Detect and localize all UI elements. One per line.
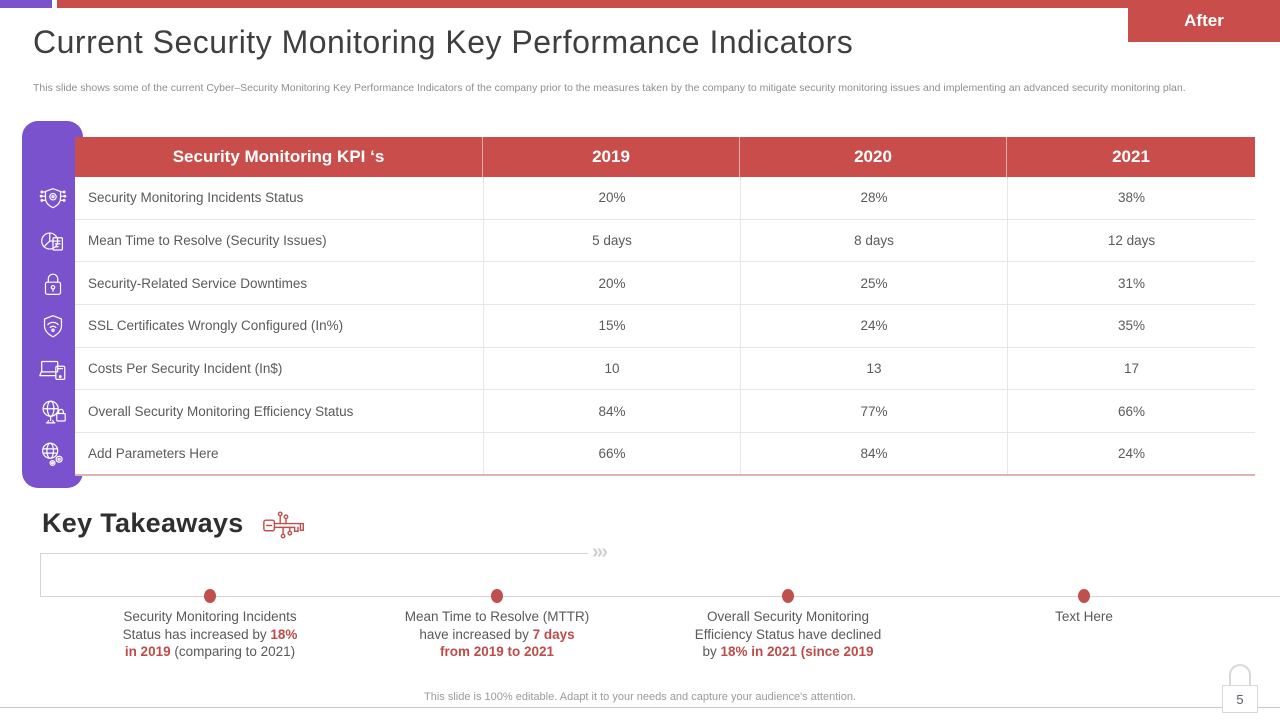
takeaway-line: by 18% in 2021 (since 2019 bbox=[702, 644, 874, 659]
kpi-name-cell: Security Monitoring Incidents Status bbox=[88, 190, 304, 206]
kpi-name-cell: Add Parameters Here bbox=[88, 445, 219, 461]
table-row: Security-Related Service Downtimes 20% 2… bbox=[75, 262, 1255, 306]
value-cell: 66% bbox=[1007, 390, 1255, 433]
page-number: 5 bbox=[1222, 685, 1258, 713]
key-circuit-icon bbox=[260, 500, 310, 555]
table-row: Security Monitoring Incidents Status 20%… bbox=[75, 177, 1255, 220]
value-cell: 77% bbox=[740, 390, 1007, 433]
table-header-kpi: Security Monitoring KPI ‘s bbox=[75, 137, 483, 177]
value-cell: 15% bbox=[483, 305, 740, 347]
kpi-name-cell: Overall Security Monitoring Efficiency S… bbox=[88, 403, 354, 419]
takeaway-line: Status has increased by 18% bbox=[122, 626, 298, 642]
table-row: Mean Time to Resolve (Security Issues) 5… bbox=[75, 219, 1255, 263]
takeaway-line: Efficiency Status have declined bbox=[694, 626, 882, 642]
heading-underline bbox=[40, 553, 588, 554]
value-cell: 84% bbox=[740, 433, 1007, 474]
after-badge: After bbox=[1128, 0, 1280, 42]
shield-wifi-icon bbox=[22, 306, 83, 349]
table-row: Overall Security Monitoring Efficiency S… bbox=[75, 390, 1255, 434]
shield-network-icon bbox=[22, 178, 83, 221]
footer-divider-line bbox=[0, 707, 1280, 708]
takeaway-item-4: Text Here bbox=[959, 608, 1209, 626]
takeaway-line: Security Monitoring Incidents bbox=[123, 609, 297, 624]
table-header-2021: 2021 bbox=[1112, 147, 1150, 166]
value-cell: 20% bbox=[483, 262, 740, 305]
padlock-icon bbox=[22, 263, 83, 306]
takeaway-line: in 2019 (comparing to 2021) bbox=[124, 644, 296, 659]
kpi-name-cell: Security-Related Service Downtimes bbox=[88, 275, 308, 291]
value-cell: 20% bbox=[483, 177, 740, 219]
takeaway-line: Overall Security Monitoring bbox=[706, 609, 870, 624]
takeaway-item-1: Security Monitoring Incidents Status has… bbox=[85, 608, 335, 661]
topbar-red-segment bbox=[57, 0, 1280, 8]
timeline-dot bbox=[782, 589, 794, 603]
takeaway-item-2: Mean Time to Resolve (MTTR) have increas… bbox=[372, 608, 622, 661]
value-cell: 8 days bbox=[740, 219, 1007, 262]
value-cell: 35% bbox=[1007, 305, 1255, 347]
value-cell: 25% bbox=[740, 262, 1007, 305]
globe-gears-icon bbox=[22, 434, 83, 477]
chevrons-icon: ››› bbox=[592, 541, 608, 563]
timeline-dot bbox=[204, 589, 216, 603]
pie-analytics-icon bbox=[22, 221, 83, 264]
key-takeaways-heading: Key Takeaways bbox=[42, 508, 244, 538]
table-row: Add Parameters Here 66% 84% 24% bbox=[75, 433, 1255, 476]
topbar-purple-segment bbox=[0, 0, 52, 8]
takeaway-line: from 2019 to 2021 bbox=[439, 644, 555, 659]
value-cell: 24% bbox=[740, 305, 1007, 347]
takeaway-line: have increased by 7 days bbox=[419, 626, 575, 642]
takeaway-line: Mean Time to Resolve (MTTR) bbox=[404, 609, 590, 624]
value-cell: 24% bbox=[1007, 433, 1255, 474]
kpi-name-cell: Mean Time to Resolve (Security Issues) bbox=[88, 233, 327, 249]
takeaway-item-3: Overall Security Monitoring Efficiency S… bbox=[663, 608, 913, 661]
value-cell: 38% bbox=[1007, 177, 1255, 219]
value-cell: 12 days bbox=[1007, 219, 1255, 262]
value-cell: 17 bbox=[1007, 347, 1255, 390]
value-cell: 66% bbox=[483, 433, 740, 474]
value-cell: 84% bbox=[483, 390, 740, 433]
page-subtitle: This slide shows some of the current Cyb… bbox=[33, 82, 1186, 94]
value-cell: 31% bbox=[1007, 262, 1255, 305]
kpi-table: Security Monitoring KPI ‘s 2019 2020 202… bbox=[75, 137, 1255, 476]
globe-lock-icon bbox=[22, 391, 83, 434]
kpi-table-header-row: Security Monitoring KPI ‘s 2019 2020 202… bbox=[75, 137, 1255, 177]
timeline-dot bbox=[491, 589, 503, 603]
page-title: Current Security Monitoring Key Performa… bbox=[33, 24, 854, 60]
page-number-lock-icon: 5 bbox=[1222, 664, 1258, 713]
footer-note: This slide is 100% editable. Adapt it to… bbox=[424, 691, 856, 703]
kpi-name-cell: Costs Per Security Incident (In$) bbox=[88, 361, 283, 377]
table-row: SSL Certificates Wrongly Configured (In%… bbox=[75, 305, 1255, 348]
value-cell: 28% bbox=[740, 177, 1007, 219]
value-cell: 10 bbox=[483, 347, 740, 390]
value-cell: 13 bbox=[740, 347, 1007, 390]
lock-shackle bbox=[1229, 664, 1251, 688]
timeline-dot bbox=[1078, 589, 1090, 603]
table-header-2020: 2020 bbox=[740, 137, 1007, 177]
timeline-connector-line bbox=[40, 553, 41, 596]
timeline-line bbox=[40, 596, 1280, 597]
table-header-2019: 2019 bbox=[483, 137, 740, 177]
value-cell: 5 days bbox=[483, 219, 740, 262]
laptop-phone-icon bbox=[22, 349, 83, 392]
takeaway-line: Text Here bbox=[1055, 609, 1113, 624]
icon-sidebar bbox=[22, 121, 83, 488]
kpi-name-cell: SSL Certificates Wrongly Configured (In%… bbox=[88, 318, 344, 334]
table-row: Costs Per Security Incident (In$) 10 13 … bbox=[75, 347, 1255, 391]
